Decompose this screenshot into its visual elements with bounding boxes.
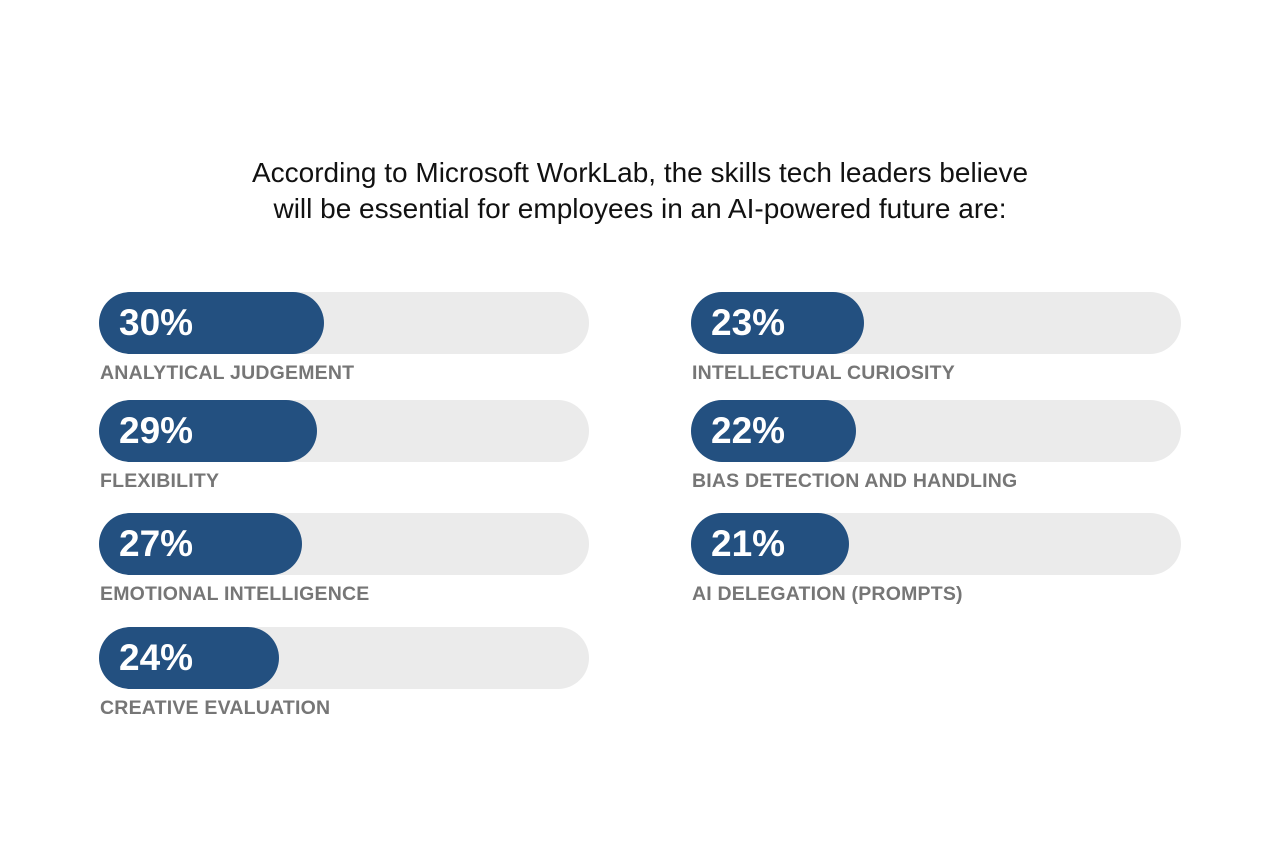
bar-track: 30% [99,292,589,354]
bar-fill [691,513,849,575]
bar-track: 21% [691,513,1181,575]
bar-category-label: ANALYTICAL JUDGEMENT [100,362,355,384]
bar-item: 22% BIAS DETECTION AND HANDLING [691,400,1181,505]
bar-category-label: FLEXIBILITY [100,470,220,492]
chart-title-line-1: According to Microsoft WorkLab, the skil… [251,157,1029,188]
bar-value-label: 24% [119,637,194,678]
bar-category-label: CREATIVE EVALUATION [100,697,331,719]
bar-value-label: 30% [119,302,194,343]
bar-value-label: 22% [711,410,786,451]
bar-category-label: AI DELEGATION (PROMPTS) [692,583,963,605]
bar-value-label: 27% [119,523,194,564]
bar-fill [99,513,302,575]
bar-track: 27% [99,513,589,575]
bar-value-label: 23% [711,302,786,343]
chart-title: According to Microsoft WorkLab, the skil… [140,155,1140,227]
bar-fill [691,292,864,354]
bar-category-label: EMOTIONAL INTELLIGENCE [100,583,370,605]
bar-item: 23% INTELLECTUAL CURIOSITY [691,292,1181,397]
bar-category-label: BIAS DETECTION AND HANDLING [692,470,1018,492]
bar-item: 27% EMOTIONAL INTELLIGENCE [99,513,589,618]
bar-track: 24% [99,627,589,689]
bar-track: 29% [99,400,589,462]
bar-value-label: 21% [711,523,786,564]
bar-value-label: 29% [119,410,194,451]
bar-item: 21% AI DELEGATION (PROMPTS) [691,513,1181,618]
chart-title-line-2: will be essential for employees in an AI… [273,193,1007,224]
bar-fill [99,627,279,689]
bar-fill [99,400,317,462]
bar-fill [691,400,856,462]
bar-item: 24% CREATIVE EVALUATION [99,627,589,732]
bar-category-label: INTELLECTUAL CURIOSITY [692,362,955,384]
bar-item: 29% FLEXIBILITY [99,400,589,505]
bar-item: 30% ANALYTICAL JUDGEMENT [99,292,589,397]
bar-track: 23% [691,292,1181,354]
bar-track: 22% [691,400,1181,462]
bar-fill [99,292,324,354]
